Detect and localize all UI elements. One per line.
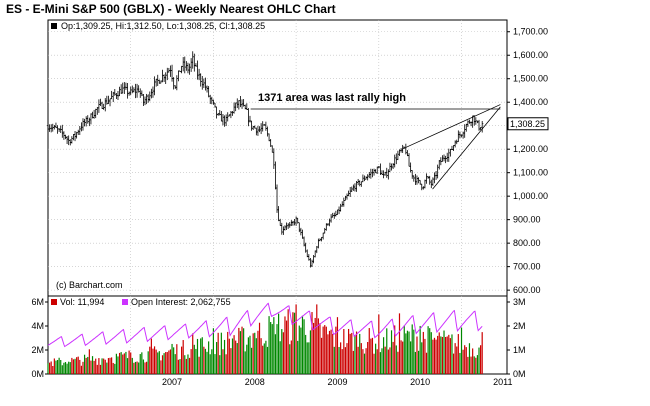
x-tick-label: 2010 xyxy=(410,377,430,387)
last-price-box xyxy=(507,117,549,131)
price-tick-label: 1,400.00 xyxy=(513,97,548,107)
volume-panel: 0M 2M 4M 6M 0M 1M 2M 3M Vol: 11,994 Open Inter… xyxy=(31,295,526,379)
price-tick-label: 700.00 xyxy=(513,262,541,272)
volume-left-axis: 0M 2M 4M 6M xyxy=(31,297,48,379)
volume-legend-swatch xyxy=(51,299,57,305)
oi-tick-label: 1M xyxy=(513,345,526,355)
x-tick-label: 2007 xyxy=(162,377,182,387)
volume-legend: Vol: 11,994 xyxy=(60,297,104,307)
x-tick-label: 2008 xyxy=(245,377,265,387)
volume-tick-label: 0M xyxy=(31,369,44,379)
volume-tick-label: 6M xyxy=(31,297,44,307)
price-tick-label: 900.00 xyxy=(513,215,541,225)
price-y-axis: 600.00 700.00 800.00 900.00 1,000.00 1,100.00… xyxy=(507,27,548,295)
oi-legend-swatch xyxy=(122,299,128,305)
volume-tick-label: 4M xyxy=(31,321,44,331)
ohlc-legend-swatch xyxy=(51,23,57,29)
price-tick-label: 1,700.00 xyxy=(513,27,548,37)
price-overlays xyxy=(250,104,501,190)
price-tick-label: 1,000.00 xyxy=(513,191,548,201)
resistance-annotation: 1371 area was last rally high xyxy=(258,92,406,104)
last-price-label: 1,308.25 xyxy=(507,117,549,131)
x-tick-label: 2011 xyxy=(493,377,512,387)
chart-title: ES - E-Mini S&P 500 (GBLX) - Weekly Near… xyxy=(6,2,336,16)
x-axis: 2007 2008 2009 2010 2011 xyxy=(162,377,513,387)
volume-tick-label: 2M xyxy=(31,345,44,355)
price-tick-label: 600.00 xyxy=(513,285,541,295)
last-price-value: 1,308.25 xyxy=(510,119,545,129)
price-tick-label: 1,100.00 xyxy=(513,168,548,178)
open-interest-line xyxy=(47,302,483,348)
open-interest-right-axis: 0M 1M 2M 3M xyxy=(507,297,526,379)
price-tick-label: 800.00 xyxy=(513,238,541,248)
trend-line xyxy=(432,106,501,190)
watermark: (c) Barchart.com xyxy=(56,280,123,290)
price-tick-label: 1,200.00 xyxy=(513,144,548,154)
price-grid xyxy=(48,20,507,296)
oi-tick-label: 0M xyxy=(513,369,526,379)
price-bars xyxy=(46,51,484,268)
price-tick-label: 1,600.00 xyxy=(513,50,548,60)
oi-legend: Open Interest: 2,062,755 xyxy=(131,297,231,307)
ohlc-legend: Op:1,309.25, Hi:1,312.50, Lo:1,308.25, C… xyxy=(61,21,265,31)
price-tick-label: 1,500.00 xyxy=(513,74,548,84)
x-tick-label: 2009 xyxy=(327,377,347,387)
price-panel: 600.00 700.00 800.00 900.00 1,000.00 1,100.00… xyxy=(46,19,549,297)
oi-tick-label: 3M xyxy=(513,297,526,307)
trend-line xyxy=(401,104,501,150)
oi-tick-label: 2M xyxy=(513,321,526,331)
price-panel-frame xyxy=(47,19,508,297)
